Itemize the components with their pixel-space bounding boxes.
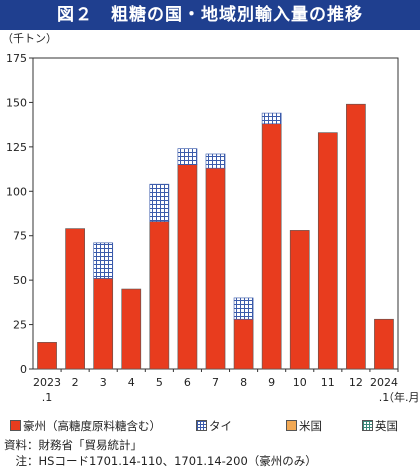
legend-label: 豪州（高糖度原料糖含む） — [23, 419, 161, 433]
x-tick-label: 6 — [184, 376, 191, 389]
title-bar: 図２ 粗糖の国・地域別輸入量の推移 — [0, 0, 420, 30]
legend-swatch — [286, 420, 297, 431]
y-tick-label: 50 — [13, 274, 27, 287]
legend-label: タイ — [209, 419, 232, 433]
bar-segment — [149, 183, 170, 222]
x-tick-label: 11 — [321, 376, 335, 389]
bar-segment — [65, 228, 85, 370]
y-tick-label: 100 — [6, 185, 27, 198]
bar-chart: （千トン） 0 25 50 75 100 125 150 175 2023.1 2 3 4 5 6 7 8 9 1… — [2, 32, 420, 404]
x-tick-label: 2023.1 — [33, 376, 61, 404]
x-tick-label: 3 — [100, 376, 107, 389]
x-tick-label: 8 — [240, 376, 247, 389]
legend-swatch — [10, 420, 21, 431]
x-axis-label: （年.月） — [383, 390, 420, 404]
y-tick-label: 25 — [13, 319, 27, 332]
x-tick-label: 7 — [212, 376, 219, 389]
legend-swatch — [196, 420, 207, 431]
bar-segment — [177, 148, 198, 165]
bar-segment — [37, 342, 57, 370]
source-note: 資料：財務省「貿易統計」 — [4, 438, 142, 452]
x-tick-label: 2 — [72, 376, 79, 389]
x-tick-label: 9 — [268, 376, 275, 389]
x-tick-label: 5 — [156, 376, 163, 389]
bar-segment — [205, 167, 226, 370]
bar-segment — [205, 153, 226, 169]
legend-item: 米国 — [286, 418, 322, 434]
legend-item: タイ — [196, 418, 232, 434]
legend-swatch — [362, 420, 373, 431]
bar-segment — [346, 103, 366, 370]
y-tick-label: 125 — [6, 141, 27, 154]
x-tick-label: 10 — [293, 376, 307, 389]
y-tick-label: 0 — [20, 363, 27, 376]
y-tick-label: 150 — [6, 96, 27, 109]
bar-segment — [121, 288, 142, 370]
legend-item: 豪州（高糖度原料糖含む） — [10, 418, 161, 434]
bar-segment — [289, 230, 310, 370]
bar-segment — [261, 112, 282, 125]
plot-area: 0 25 50 75 100 125 150 175 2023.1 2 3 4 5 6 7 8 9 10 11 12 2… — [6, 52, 399, 404]
bar-segment — [149, 221, 170, 370]
bar-segment — [374, 318, 394, 370]
legend-item: 英国 — [362, 418, 398, 434]
notes: 資料：財務省「貿易統計」 注：HSコード1701.14-110、1701.14-… — [4, 437, 317, 469]
chart-title: 図２ 粗糖の国・地域別輸入量の推移 — [57, 5, 363, 25]
x-tick-label: 2024.1 — [370, 376, 398, 404]
legend-label: 米国 — [299, 419, 322, 433]
y-tick-label: 75 — [13, 230, 27, 243]
bar-segment — [261, 123, 282, 370]
x-tick-label: 12 — [349, 376, 363, 389]
x-tick-label: 4 — [128, 376, 135, 389]
bar-segment — [93, 242, 114, 279]
y-axis-label: （千トン） — [2, 32, 57, 45]
bar-segment — [93, 278, 114, 370]
bar-segment — [177, 164, 198, 370]
footnote: 注：HSコード1701.14-110、1701.14-200（豪州のみ） — [4, 454, 317, 468]
bar-segment — [233, 297, 254, 320]
bar-segment — [317, 132, 338, 370]
y-tick-label: 175 — [6, 52, 27, 65]
bar-segment — [233, 318, 254, 370]
legend-label: 英国 — [375, 419, 398, 433]
